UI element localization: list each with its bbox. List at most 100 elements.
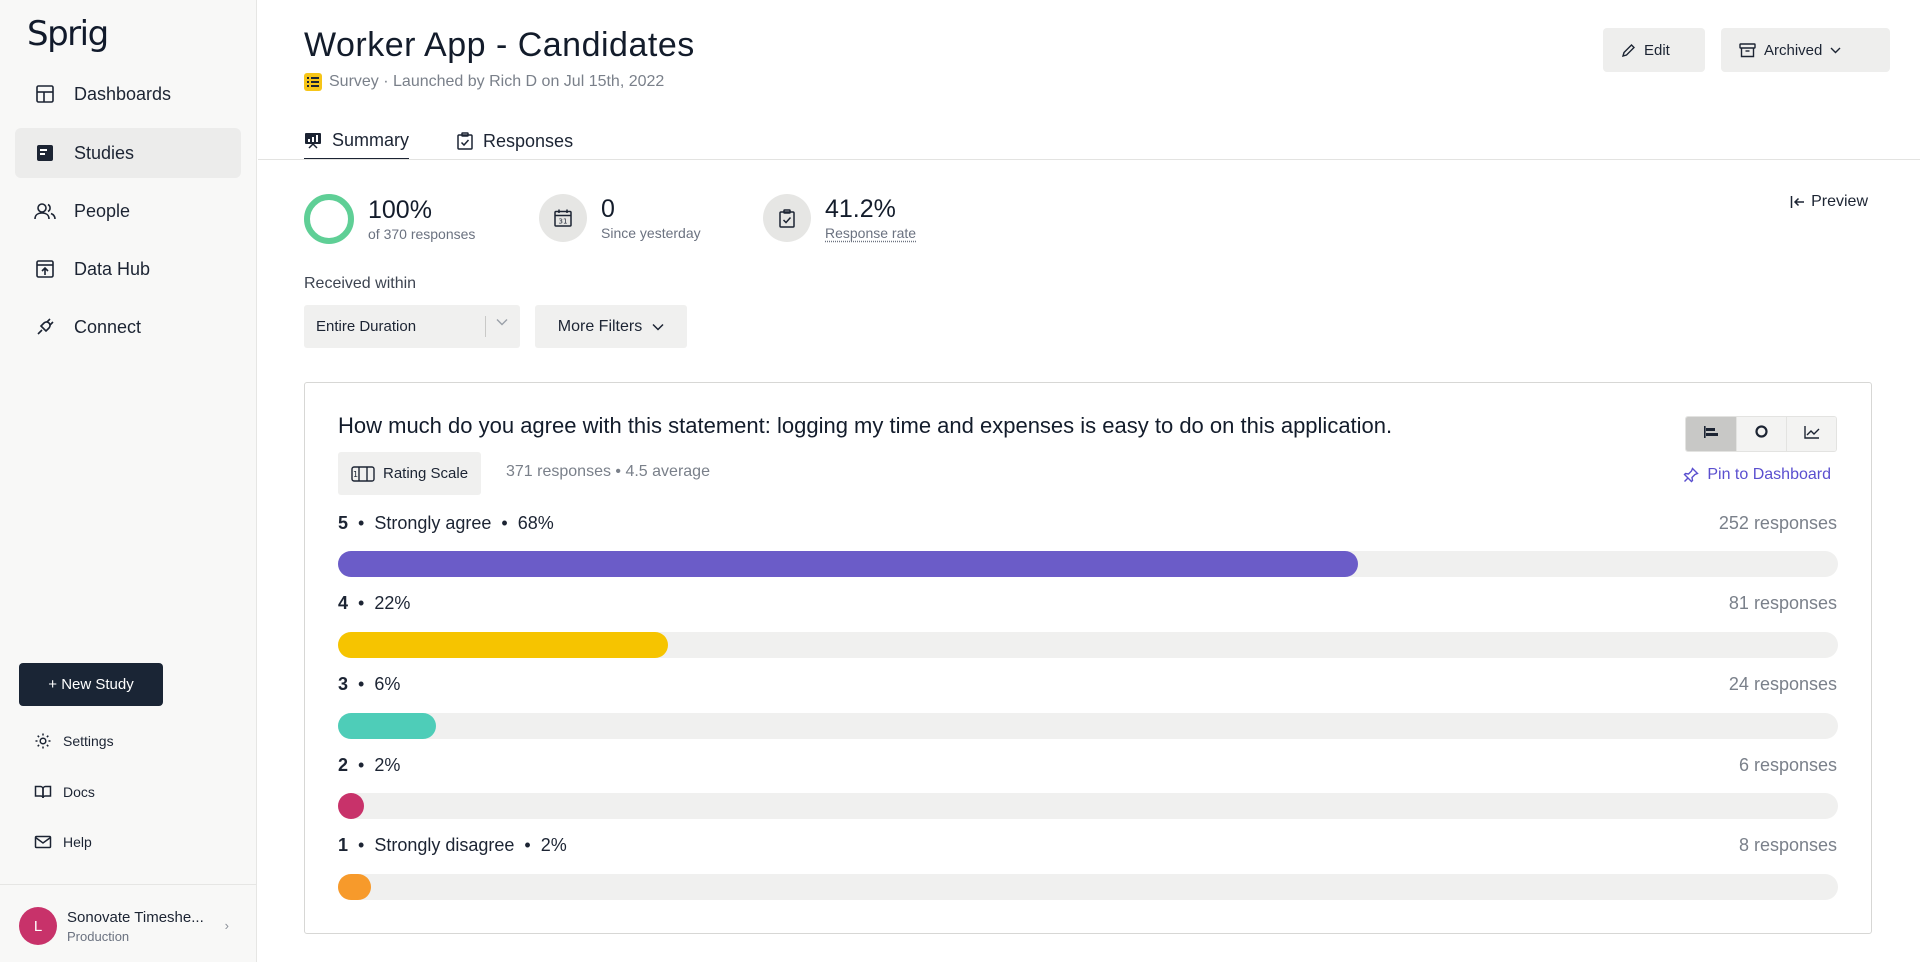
completion-ring (304, 194, 354, 244)
page-title: Worker App - Candidates (304, 26, 695, 64)
question-type-badge: 1 Rating Scale (338, 452, 482, 495)
nav-item-studies[interactable]: Studies (15, 128, 241, 178)
bar-track (338, 551, 1838, 577)
help-link[interactable]: Help (33, 832, 92, 852)
avatar: L (19, 907, 57, 945)
edit-label: Edit (1644, 41, 1670, 59)
row-label: 2 • 2% (338, 755, 401, 775)
tab-label: Summary (332, 129, 410, 150)
calendar-icon: 31 (539, 194, 587, 242)
archived-dropdown[interactable]: Archived (1721, 28, 1890, 72)
bar-fill-3 (338, 713, 436, 739)
tab-responses[interactable]: Responses (457, 122, 573, 160)
bar-track (338, 793, 1838, 819)
response-rate-value: 41.2% (825, 195, 896, 223)
nav-item-connect[interactable]: Connect (15, 302, 241, 352)
pin-icon (1683, 467, 1700, 483)
select-separator (485, 316, 486, 337)
preview-button[interactable]: Preview (1790, 193, 1868, 211)
mail-icon (33, 832, 53, 852)
duration-select[interactable]: Entire Duration (304, 305, 520, 348)
bar-chart-icon (1703, 425, 1719, 444)
tab-summary[interactable]: Summary (304, 122, 410, 160)
nav-item-people[interactable]: People (15, 186, 241, 236)
completion-sub: of 370 responses (368, 226, 476, 242)
book-icon (33, 782, 53, 802)
nav-label: People (74, 200, 131, 221)
nav-label: Data Hub (74, 258, 151, 279)
account-environment: Production (67, 928, 130, 944)
plug-icon (34, 316, 56, 338)
question-meta: 371 responses • 4.5 average (506, 463, 710, 480)
bar-fill-2 (338, 793, 364, 819)
response-rate-stat: 41.2% Response rate (763, 194, 916, 242)
sidebar-divider (0, 884, 257, 885)
people-icon (34, 200, 56, 222)
question-type-label: Rating Scale (383, 465, 469, 482)
sidebar: Sprig Dashboards Studies People Data Hub (0, 0, 257, 962)
line-view-button[interactable] (1786, 417, 1836, 451)
data-hub-icon (34, 258, 56, 280)
chevron-down-icon (496, 318, 508, 326)
duration-value: Entire Duration (316, 318, 417, 335)
nav-label: Dashboards (74, 83, 172, 104)
pin-label: Pin to Dashboard (1707, 466, 1831, 483)
settings-label: Settings (63, 733, 114, 749)
row-count: 8 responses (1738, 835, 1837, 855)
completion-value: 100% (368, 196, 432, 224)
study-subtitle: Survey · Launched by Rich D on Jul 15th,… (304, 73, 664, 91)
main-content: Worker App - Candidates Survey · Launche… (258, 0, 1920, 962)
bar-fill-4 (338, 632, 668, 658)
chevron-right-icon: › (224, 918, 229, 933)
preview-label: Preview (1811, 193, 1868, 210)
pencil-icon (1621, 43, 1636, 58)
arrow-left-bar-icon (1790, 195, 1805, 209)
archive-icon (1739, 42, 1756, 58)
new-study-button[interactable]: + New Study (19, 663, 163, 706)
chart-view-toggle (1685, 416, 1837, 452)
archived-label: Archived (1764, 41, 1823, 59)
bar-view-button[interactable] (1686, 417, 1736, 451)
bar-track (338, 874, 1838, 900)
bar-fill-1 (338, 874, 371, 900)
more-filters-button[interactable]: More Filters (535, 305, 687, 348)
study-tabs: Summary Responses (304, 122, 621, 160)
bar-track (338, 632, 1838, 658)
rating-scale-icon: 1 (351, 465, 375, 482)
pin-to-dashboard-button[interactable]: Pin to Dashboard (1683, 466, 1831, 484)
row-count: 24 responses (1728, 674, 1837, 694)
donut-chart-icon (1754, 424, 1769, 444)
sprig-logo[interactable]: Sprig (27, 14, 109, 54)
line-chart-icon (1803, 425, 1820, 444)
today-stat: 31 0 Since yesterday (539, 194, 701, 242)
subtitle-text: Survey · Launched by Rich D on Jul 15th,… (329, 73, 665, 90)
nav-label: Connect (74, 316, 142, 337)
chevron-down-icon (1830, 47, 1841, 54)
docs-link[interactable]: Docs (33, 782, 95, 802)
svg-text:31: 31 (559, 218, 568, 226)
presentation-icon (304, 131, 322, 149)
nav-item-data-hub[interactable]: Data Hub (15, 244, 241, 294)
dashboard-icon (34, 83, 56, 105)
question-title: How much do you agree with this statemen… (338, 413, 1393, 438)
nav-label: Studies (74, 142, 135, 163)
settings-link[interactable]: Settings (33, 731, 114, 751)
edit-button[interactable]: Edit (1603, 28, 1705, 72)
question-card: How much do you agree with this statemen… (304, 382, 1872, 934)
completion-stat: 100% of 370 responses (304, 194, 475, 244)
account-switcher[interactable]: L Sonovate Timeshe... Production › (19, 902, 239, 950)
help-label: Help (63, 834, 92, 850)
clipboard-check-icon (763, 194, 811, 242)
nav-item-dashboards[interactable]: Dashboards (15, 69, 241, 119)
bar-track (338, 713, 1838, 739)
today-sub: Since yesterday (601, 225, 701, 241)
row-count: 81 responses (1728, 593, 1837, 613)
response-rate-link[interactable]: Response rate (825, 225, 917, 241)
gear-icon (33, 731, 53, 751)
received-within-label: Received within (304, 275, 417, 292)
row-count: 6 responses (1738, 755, 1837, 775)
row-label: 1 • Strongly disagree • 2% (338, 835, 567, 855)
donut-view-button[interactable] (1736, 417, 1786, 451)
row-label: 4 • 22% (338, 593, 411, 613)
svg-text:1: 1 (353, 470, 358, 479)
